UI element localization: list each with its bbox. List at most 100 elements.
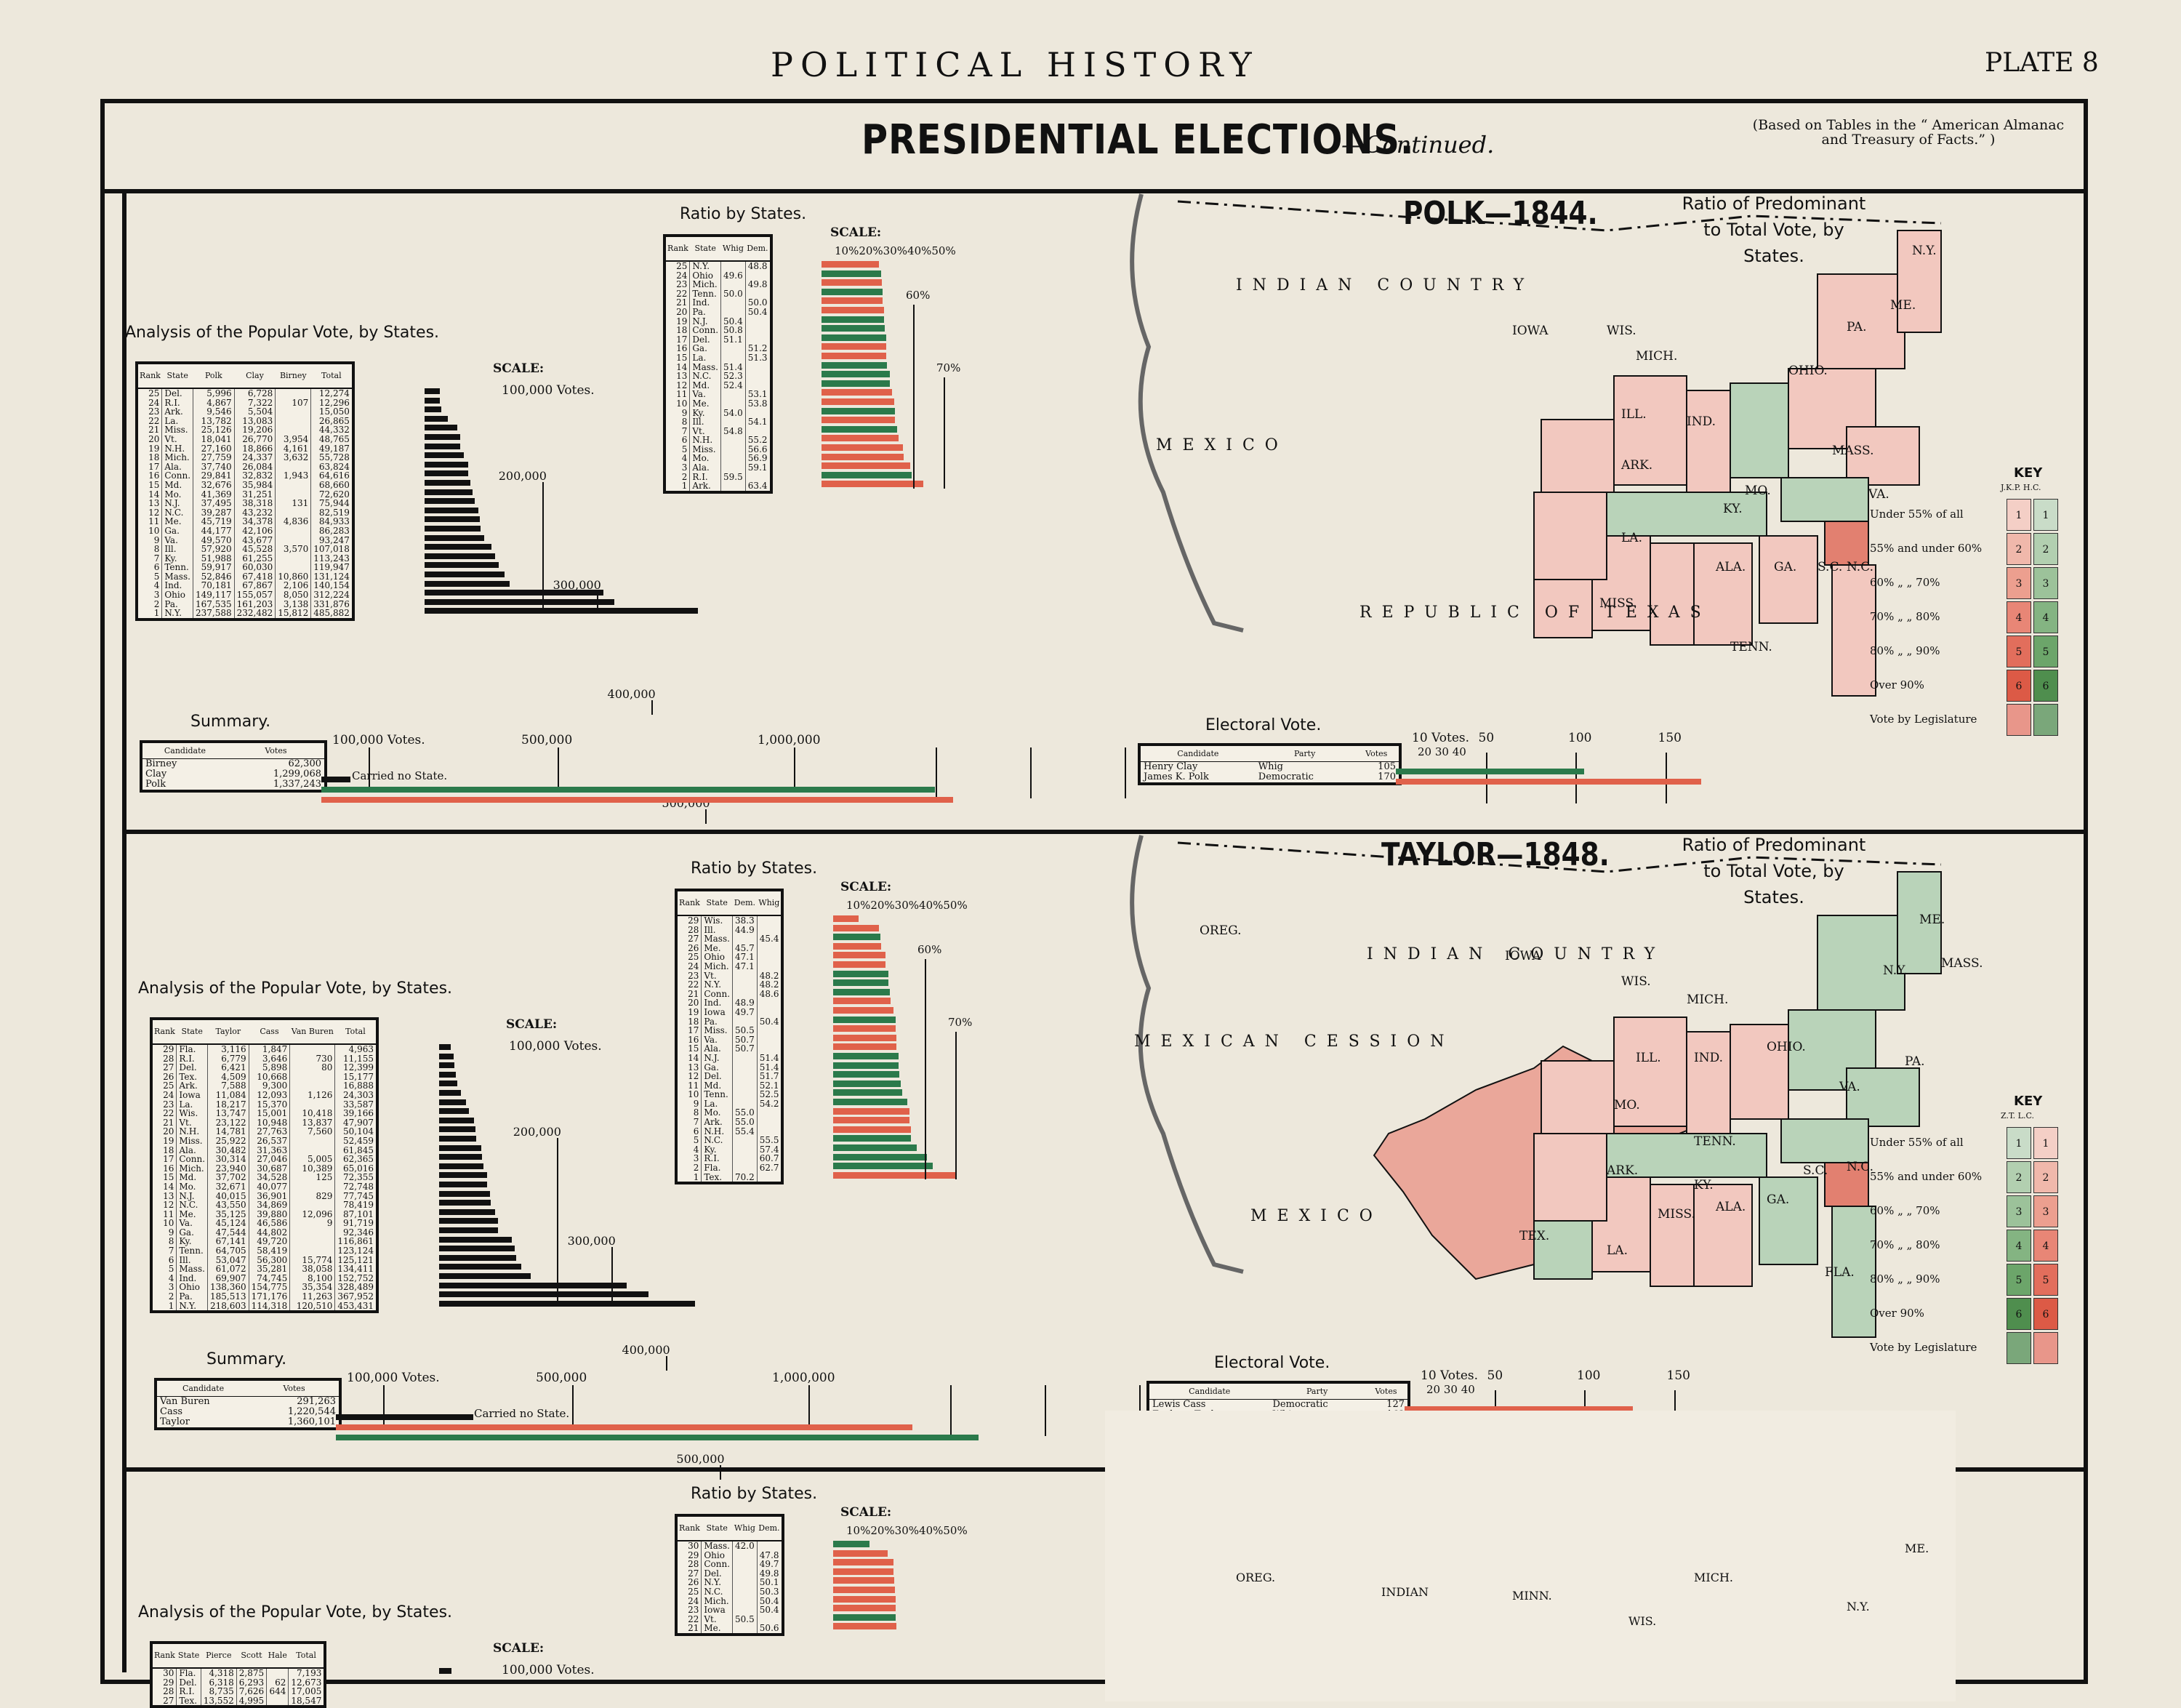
column-header: State bbox=[689, 236, 721, 262]
ratio-bar bbox=[833, 1034, 896, 1041]
table-cell: 19 bbox=[163, 1135, 174, 1146]
ratio-bar bbox=[833, 1559, 893, 1566]
table-cell: La. bbox=[689, 353, 721, 363]
map-state-label: ALA. bbox=[1716, 1200, 1746, 1214]
column-header: Total bbox=[310, 363, 353, 389]
map-state-label: ARK. bbox=[1621, 458, 1653, 473]
table-cell: 22 bbox=[688, 979, 699, 990]
ratio-bar bbox=[833, 961, 885, 968]
table-cell: 20 bbox=[676, 306, 688, 317]
table-cell: 43,232 bbox=[233, 508, 276, 518]
table-cell bbox=[266, 1696, 289, 1707]
table-cell: 67,418 bbox=[233, 572, 276, 582]
table-cell: 50.0 bbox=[744, 298, 771, 308]
table-cell: Del. bbox=[161, 388, 193, 398]
table-cell: 50.7 bbox=[732, 1035, 758, 1045]
map-state-label: IOWA bbox=[1505, 949, 1541, 963]
ratio-bar bbox=[833, 1089, 902, 1096]
ratio-bar bbox=[822, 417, 896, 424]
table-cell: 13,747 bbox=[207, 1109, 249, 1118]
table-cell: 53,047 bbox=[207, 1256, 249, 1265]
table-cell: 11 bbox=[148, 516, 160, 527]
table-cell: 24 bbox=[676, 270, 688, 281]
ratio-bar bbox=[833, 1117, 909, 1124]
table-cell: 24 bbox=[688, 1595, 699, 1606]
popular-scale-label: 300,000 bbox=[567, 1234, 616, 1248]
table-cell: 12,093 bbox=[248, 1091, 290, 1100]
table-cell bbox=[756, 998, 783, 1008]
map-state-label: IOWA bbox=[1512, 324, 1549, 338]
table-row: 23 Iowa 50.4 bbox=[676, 1605, 783, 1615]
table-cell bbox=[720, 398, 746, 409]
ratio-bar bbox=[833, 1568, 894, 1575]
table-row: 22 La. 13,782 13,083 26,865 bbox=[137, 417, 353, 426]
table-cell: R.I. bbox=[176, 1687, 201, 1696]
map-state-label: OREG. bbox=[1200, 923, 1242, 938]
table-cell: 57,920 bbox=[193, 545, 235, 554]
table-cell bbox=[732, 1144, 758, 1155]
map-state-label: MO. bbox=[1745, 484, 1771, 498]
table-cell: Ind. bbox=[161, 581, 193, 591]
table-cell: 62,300 bbox=[288, 758, 322, 769]
table-cell: 17 bbox=[676, 334, 688, 345]
ratio-bar bbox=[822, 297, 883, 305]
table-cell: 3,954 bbox=[275, 435, 311, 444]
table-row: Taylor 1,360,101 bbox=[157, 1417, 339, 1427]
table-cell: 28 bbox=[163, 1686, 174, 1697]
table-cell: Ky. bbox=[161, 554, 193, 564]
table-cell: 15 bbox=[163, 1172, 174, 1183]
table-cell: 1,126 bbox=[289, 1091, 335, 1100]
table-cell: 29 bbox=[163, 1677, 174, 1688]
table-cell: R.I. bbox=[161, 398, 193, 408]
key-label: KEY bbox=[2014, 465, 2043, 481]
key-col-header: J.K.P. H.C. bbox=[2001, 483, 2041, 492]
table-cell: 131 bbox=[275, 499, 311, 508]
key-swatch-polk: 2 bbox=[2007, 533, 2031, 565]
table-cell: 35,281 bbox=[248, 1264, 290, 1274]
key-row-label: 70% „ „ 80% bbox=[1870, 1238, 1940, 1251]
key-row-label: Vote by Legislature bbox=[1870, 713, 1977, 726]
table-row: 4 Mo. 56.9 bbox=[664, 454, 771, 464]
summary-scale-tick bbox=[1045, 1385, 1046, 1436]
ratio-bar bbox=[833, 1549, 888, 1557]
ratio-scale-tick-label: 60% bbox=[906, 289, 931, 302]
ratio-bar bbox=[822, 353, 887, 359]
ratio-bar bbox=[822, 471, 912, 478]
table-cell: 4,161 bbox=[275, 444, 311, 454]
table-cell: 1 bbox=[693, 1171, 699, 1182]
electoral-scale-tick bbox=[1575, 753, 1577, 803]
summary-scale-label: 1,000,000 bbox=[758, 733, 821, 747]
summary-scale-label: 100,000 Votes. bbox=[347, 1371, 440, 1385]
key-swatch-cass: 4 bbox=[2033, 1230, 2058, 1262]
banner-title: PRESIDENTIAL ELECTIONS. bbox=[861, 116, 1415, 164]
table-row: 11 Me. 35,125 39,880 12,096 87,101 bbox=[151, 1210, 377, 1219]
map-state-label: WIS. bbox=[1621, 974, 1651, 989]
table-cell: N.J. bbox=[701, 1054, 733, 1063]
table-row: 14 Mo. 41,369 31,251 72,620 bbox=[137, 489, 353, 500]
table-cell: 12 bbox=[676, 380, 688, 390]
table-cell: 67,141 bbox=[207, 1237, 249, 1247]
table-cell: 72,748 bbox=[334, 1182, 377, 1192]
map-state-label: N.Y. bbox=[1912, 244, 1937, 258]
table-cell bbox=[756, 1026, 783, 1035]
summary-box: Candidate Votes Van Buren 291,263 Cass 1,220,… bbox=[154, 1378, 342, 1430]
table-cell: 23,122 bbox=[207, 1118, 249, 1128]
table-row: 23 Mich. 49.8 bbox=[664, 280, 771, 289]
key-label: KEY bbox=[2014, 1094, 2043, 1109]
table-cell: Fla. bbox=[701, 1163, 733, 1173]
table-cell: 9 bbox=[153, 534, 160, 545]
table-cell: Iowa bbox=[176, 1091, 208, 1100]
table-row: 17 Miss. 50.5 bbox=[676, 1026, 783, 1035]
table-cell bbox=[275, 489, 311, 500]
table-cell: 16 bbox=[163, 1163, 174, 1174]
table-row: 6 N.H. 55.2 bbox=[664, 436, 771, 445]
table-cell bbox=[756, 961, 783, 971]
column-header: Candidate bbox=[157, 1381, 250, 1397]
ratio-bar bbox=[833, 988, 891, 995]
ratio-scale-tick bbox=[925, 959, 926, 1180]
table-cell bbox=[720, 307, 746, 317]
table-cell: Conn. bbox=[701, 1560, 733, 1569]
table-cell: 27,160 bbox=[193, 444, 235, 454]
key-swatch-taylor: 3 bbox=[2007, 1195, 2031, 1227]
table-cell: 12 bbox=[148, 507, 160, 518]
